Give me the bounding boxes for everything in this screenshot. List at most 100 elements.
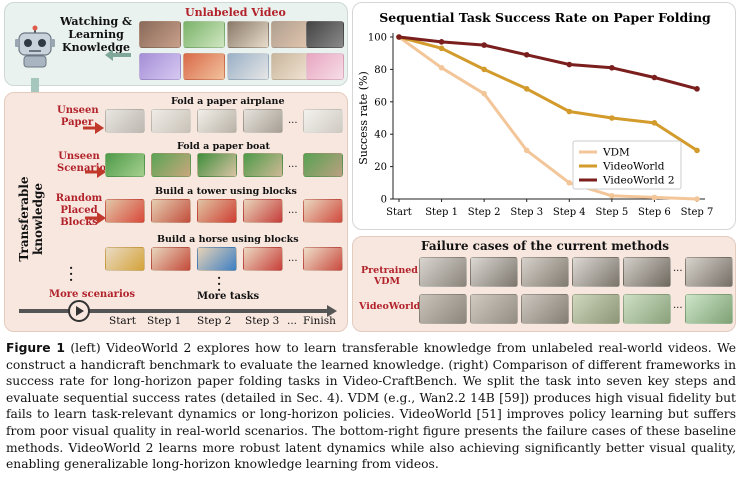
failure-frame — [419, 294, 467, 324]
x-tick-label: Step 5 — [595, 207, 628, 218]
transferable-label: Transferable knowledge — [17, 176, 45, 262]
row-arrow-icon — [83, 122, 104, 134]
ellipsis: ... — [288, 205, 298, 216]
failure-frame — [623, 294, 671, 324]
x-tick-label: Step 1 — [425, 207, 458, 218]
failure-frame — [470, 294, 518, 324]
task-frame — [151, 153, 191, 177]
task-frame — [243, 109, 283, 133]
x-tick-label: Step 7 — [681, 207, 714, 218]
video-thumb — [183, 21, 225, 48]
video-thumb — [139, 53, 181, 80]
ellipsis: ... — [673, 263, 683, 274]
task-title: Fold a paper boat — [177, 141, 270, 152]
video-thumb — [306, 53, 344, 80]
play-icon[interactable] — [67, 299, 91, 323]
x-tick-label: Step 6 — [638, 207, 671, 218]
task-frame — [151, 109, 191, 133]
timeline-label: Finish — [303, 315, 336, 327]
x-tick-label: Start — [386, 207, 412, 218]
task-frame — [303, 247, 343, 271]
caption-text: (left) VideoWorld 2 explores how to lear… — [6, 341, 736, 472]
task-title: Build a tower using blocks — [155, 186, 297, 197]
row-arrow-icon — [85, 212, 106, 224]
y-tick-label: 100 — [368, 33, 387, 44]
x-tick-label: Step 3 — [510, 207, 543, 218]
task-frame — [303, 109, 343, 133]
failure-frame — [685, 294, 733, 324]
task-title: Build a horse using blocks — [157, 234, 299, 245]
video-thumb — [306, 21, 344, 48]
failure-frame — [623, 257, 671, 287]
robot-icon — [15, 25, 55, 68]
task-frame — [197, 199, 237, 223]
data-point — [481, 42, 487, 48]
x-tick-label: Step 4 — [553, 207, 586, 218]
y-axis-label: Success rate (%) — [357, 71, 370, 165]
data-point — [523, 147, 530, 154]
data-point — [523, 86, 530, 92]
watching-panel: Watching & Learning Knowledge Unlabeled … — [4, 2, 348, 86]
series-line-0 — [397, 35, 699, 201]
data-point — [566, 180, 573, 186]
row-label-unseen-paper: Unseen Paper — [57, 105, 99, 128]
task-frame — [197, 153, 237, 177]
series-line-1 — [397, 35, 699, 152]
legend-label: VideoWorld — [602, 161, 665, 173]
failure-title: Failure cases of the current methods — [421, 239, 669, 253]
video-thumb — [183, 53, 225, 80]
fail-row-label: VideoWorld — [359, 301, 421, 312]
watch-arrow-icon — [105, 49, 131, 61]
vertical-dots: · · · — [217, 271, 222, 297]
task-frame — [243, 153, 283, 177]
task-frame — [105, 247, 145, 271]
legend-label: VDM — [602, 147, 630, 159]
failure-frame — [419, 257, 467, 287]
chart-title: Sequential Task Success Rate on Paper Fo… — [379, 10, 711, 25]
video-thumb — [139, 21, 181, 48]
timeline-bar — [19, 309, 333, 313]
data-point — [438, 45, 445, 52]
failure-frame — [470, 257, 518, 287]
failure-frame — [521, 257, 569, 287]
timeline-arrow-icon — [327, 305, 337, 317]
y-tick-label: 60 — [374, 97, 387, 108]
failure-frame — [685, 257, 733, 287]
unlabeled-video-label: Unlabeled Video — [185, 6, 286, 19]
timeline-label: Step 3 — [245, 315, 280, 327]
data-point — [523, 52, 530, 58]
failure-frame — [521, 294, 569, 324]
y-tick-label: 80 — [374, 65, 387, 76]
data-point — [566, 61, 573, 68]
data-point — [438, 39, 445, 45]
row-label-unseen-scenario: Unseen Scenario — [57, 151, 107, 174]
timeline-label: Step 2 — [197, 315, 232, 327]
timeline-label: Step 1 — [147, 315, 182, 327]
data-point — [694, 196, 700, 202]
data-point — [609, 64, 615, 71]
task-title: Fold a paper airplane — [171, 96, 285, 107]
fail-row-label: Pretrained VDM — [361, 265, 418, 287]
success-rate-chart: Sequential Task Success Rate on Paper Fo… — [357, 10, 714, 218]
task-frame — [243, 199, 283, 223]
task-frame — [243, 247, 283, 271]
failure-panel: Failure cases of the current methods Pre… — [352, 236, 736, 332]
task-frame — [151, 247, 191, 271]
legend-label: VideoWorld 2 — [602, 175, 675, 187]
task-frame — [105, 153, 145, 177]
timeline-label: Start — [109, 315, 136, 327]
task-frame — [105, 109, 145, 133]
task-frame — [303, 153, 343, 177]
video-thumb — [227, 53, 269, 80]
data-point — [694, 86, 700, 92]
task-frame — [197, 109, 237, 133]
data-point — [481, 66, 487, 73]
data-point — [694, 147, 700, 154]
data-point — [609, 192, 615, 199]
failure-frame — [572, 294, 620, 324]
data-point — [609, 115, 615, 121]
row-arrow-icon — [85, 166, 106, 178]
caption-lead: Figure 1 — [6, 341, 65, 355]
ellipsis: ... — [288, 253, 298, 264]
vertical-dots: · · · — [69, 261, 74, 287]
